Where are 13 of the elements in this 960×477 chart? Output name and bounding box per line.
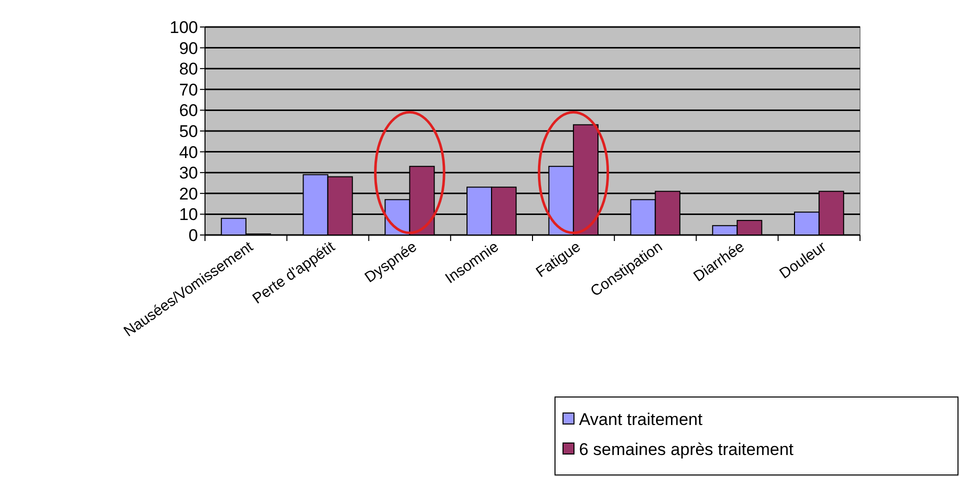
y-tick-label: 10 — [179, 205, 198, 224]
y-tick-label: 60 — [179, 101, 198, 120]
y-tick-label: 30 — [179, 164, 198, 183]
y-tick-label: 100 — [170, 18, 198, 37]
legend-label: 6 semaines après traitement — [579, 440, 794, 459]
y-tick-label: 70 — [179, 80, 198, 100]
y-tick-label: 0 — [188, 226, 198, 245]
y-tick-label: 20 — [179, 184, 198, 204]
y-tick-label: 50 — [179, 122, 198, 141]
y-tick-label: 80 — [179, 60, 198, 79]
legend-label: Avant traitement — [579, 410, 703, 429]
y-tick-label: 90 — [179, 38, 198, 58]
y-tick-label: 40 — [179, 142, 198, 162]
